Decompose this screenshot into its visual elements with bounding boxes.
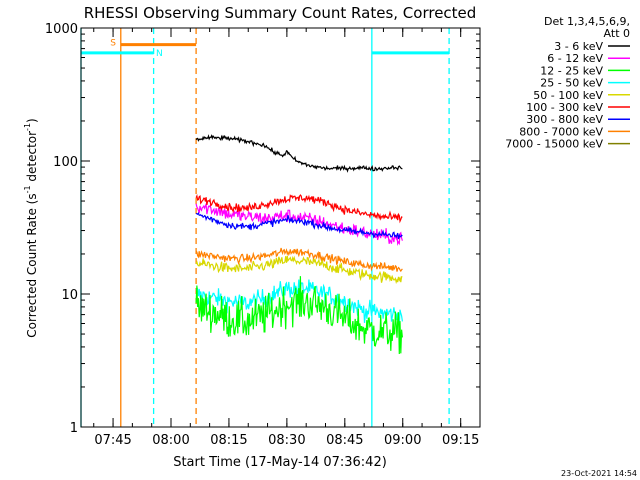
y-axis-label-exp: -1	[23, 185, 32, 193]
legend-label: 300 - 800 keV	[526, 113, 603, 126]
series-line	[195, 212, 403, 240]
footer-timestamp: 23-Oct-2021 14:54	[561, 469, 637, 478]
y-tick-label: 1	[70, 421, 78, 436]
y-axis-label-part: Corrected Count Rate (s	[25, 193, 39, 337]
series-line	[195, 134, 403, 173]
legend-label: 100 - 300 keV	[526, 101, 603, 114]
chart-title: RHESSI Observing Summary Count Rates, Co…	[84, 4, 477, 22]
y-tick-label: 1000	[45, 22, 78, 37]
legend-header: Det 1,3,4,5,6,9,	[544, 15, 630, 28]
y-axis-label: Corrected Count Rate (s-1 detector-1)	[23, 118, 39, 337]
legend-label: 800 - 7000 keV	[519, 125, 603, 138]
y-tick-label: 100	[53, 155, 78, 170]
flag-label: N	[156, 49, 163, 59]
x-tick-label: 08:30	[268, 433, 305, 448]
x-axis-label: Start Time (17-May-14 07:36:42)	[173, 455, 387, 470]
y-axis-label-part: )	[25, 118, 39, 123]
y-tick-label: 10	[61, 288, 78, 303]
legend-label: 25 - 50 keV	[540, 77, 603, 90]
series-line	[195, 255, 403, 285]
x-tick-label: 07:45	[94, 433, 131, 448]
x-tick-label: 08:00	[152, 433, 189, 448]
series-line	[195, 193, 403, 224]
svg-text:Corrected Count Rate (s-1 dete: Corrected Count Rate (s-1 detector-1)	[23, 118, 39, 337]
y-axis-label-part: detector	[25, 131, 39, 186]
series-line	[195, 279, 403, 326]
plot-frame	[80, 27, 481, 428]
legend-label: 3 - 6 keV	[554, 40, 603, 53]
x-tick-label: 09:15	[442, 433, 479, 448]
x-tick-label: 09:00	[384, 433, 421, 448]
flag-label: S	[110, 38, 116, 48]
x-tick-label: 08:45	[326, 433, 363, 448]
legend-header: Att 0	[604, 27, 630, 40]
legend-label: 50 - 100 keV	[533, 89, 603, 102]
legend-label: 7000 - 15000 keV	[505, 138, 603, 151]
legend-label: 6 - 12 keV	[547, 52, 603, 65]
legend-label: 12 - 25 keV	[540, 64, 603, 77]
series-line	[195, 276, 403, 355]
x-tick-label: 08:15	[210, 433, 247, 448]
y-axis-label-exp: -1	[23, 123, 32, 131]
series-line	[195, 247, 403, 273]
